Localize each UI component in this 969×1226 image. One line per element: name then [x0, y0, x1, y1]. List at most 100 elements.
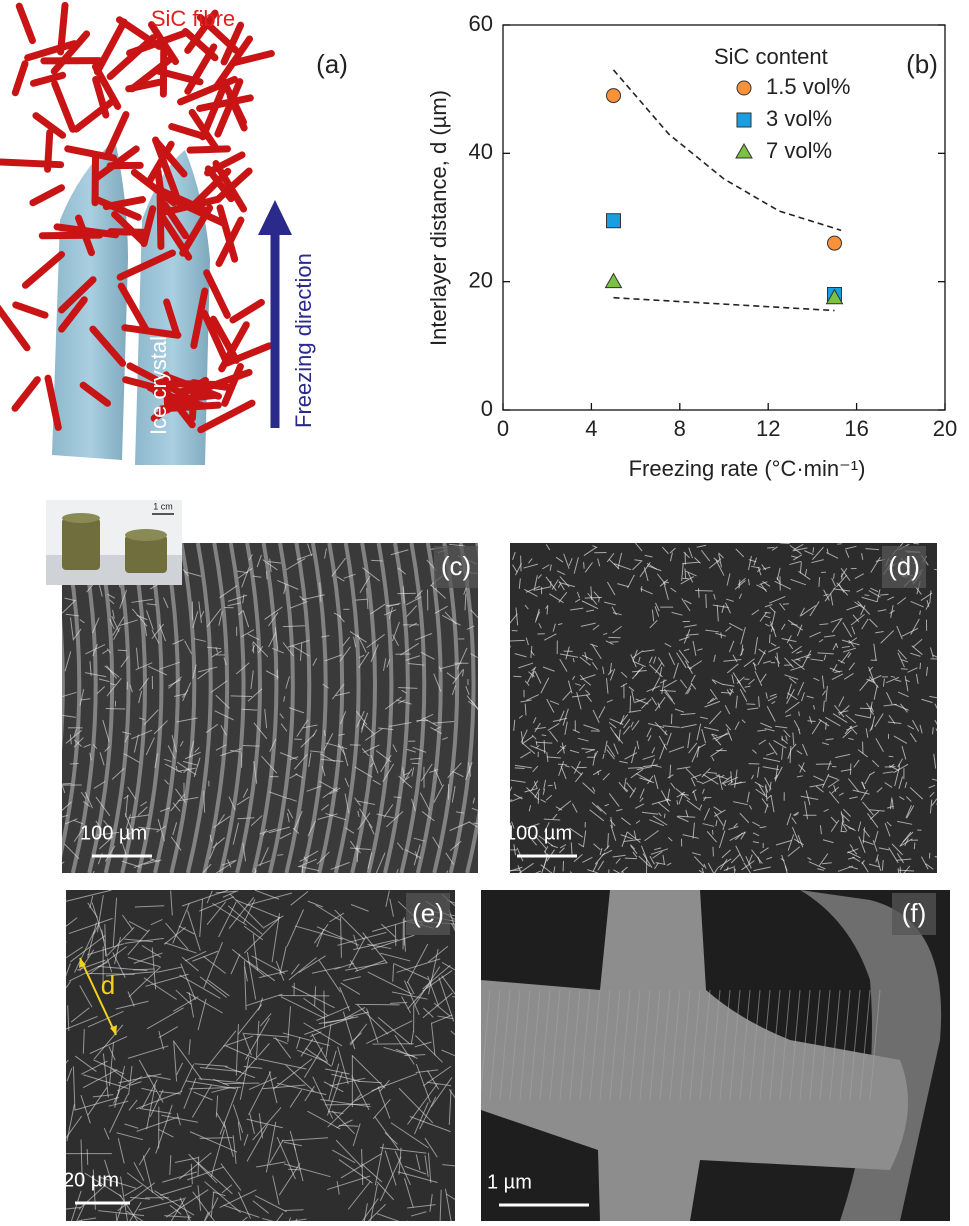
fibre-texture [780, 543, 790, 544]
sic-rod [33, 75, 62, 83]
panel-a: SiC fibre (a) Ice crystal Freezing direc… [0, 5, 348, 465]
legend-label: 7 vol% [766, 138, 832, 163]
sic-rod [0, 306, 27, 348]
distance-label: d [101, 970, 115, 1000]
legend-marker [737, 81, 751, 95]
fibre-texture [819, 577, 820, 587]
fibre-texture [325, 1104, 370, 1105]
fibre-texture [630, 696, 631, 712]
fibre-texture [243, 746, 260, 747]
fibre-texture [931, 659, 946, 660]
fibre-texture [542, 735, 546, 736]
fibre-texture [664, 814, 665, 818]
fibre-texture [508, 640, 524, 641]
fibre-texture [454, 974, 472, 979]
legend-marker [736, 144, 752, 158]
sic-rod [33, 188, 62, 203]
fibre-texture [698, 588, 699, 598]
fibre-texture [901, 669, 908, 670]
direction-label: Freezing direction [291, 253, 316, 428]
sic-rod [190, 149, 227, 150]
fibre-texture [87, 1149, 88, 1165]
y-tick-label: 40 [469, 139, 493, 164]
sic-rod [108, 115, 126, 154]
fibre-texture [405, 938, 406, 951]
micrograph-f [480, 890, 950, 1221]
fibre-label: SiC fibre [151, 6, 235, 31]
sample-top [62, 513, 100, 523]
fibre-texture [324, 991, 325, 1028]
x-tick-label: 0 [497, 416, 509, 441]
scale-bar-label: 20 µm [63, 1169, 119, 1191]
fibre-texture [515, 768, 525, 769]
sic-rod [42, 235, 99, 236]
fibre-texture [671, 714, 672, 724]
fibre-texture [914, 843, 915, 850]
scale-bar-label: 100 µm [80, 822, 147, 844]
panel-b: (b) Freezing rate (°C·min⁻¹) Interlayer … [426, 11, 957, 481]
panel-label: (c) [441, 551, 471, 581]
sic-rod [19, 6, 32, 40]
fibre-texture [889, 756, 894, 757]
fibre-texture [266, 571, 267, 579]
legend-label: 1.5 vol% [766, 74, 850, 99]
scale-bar-label: 1 µm [487, 1171, 532, 1193]
fibre-texture [584, 562, 585, 569]
fibre-texture [920, 663, 921, 669]
fibre-texture [70, 763, 79, 764]
scale-bar-label: 100 µm [505, 822, 572, 844]
fibre-texture [548, 785, 553, 786]
fibre-texture [625, 858, 637, 859]
x-tick-label: 12 [756, 416, 780, 441]
fibre-texture [685, 568, 686, 578]
trend-line [614, 298, 835, 311]
x-axis-label: Freezing rate (°C·min⁻¹) [629, 456, 866, 481]
sic-rod [16, 305, 45, 315]
sic-rod [172, 127, 202, 136]
sic-rod [25, 255, 61, 286]
fibre-texture [223, 1083, 260, 1084]
panel-label: (b) [906, 49, 938, 79]
sic-rod [200, 98, 251, 109]
x-tick-label: 20 [933, 416, 957, 441]
scale-bar-label: 1 cm [153, 501, 173, 511]
y-tick-label: 0 [481, 396, 493, 421]
legend-marker [737, 113, 751, 127]
fibre-texture [547, 606, 548, 614]
fibre-texture [599, 598, 600, 602]
sic-rod [48, 133, 50, 170]
fibre-texture [288, 1169, 300, 1170]
sic-rod [55, 84, 73, 129]
fibre-texture [277, 855, 283, 856]
inset-photo: 1 cm [46, 500, 182, 585]
lamella [40, 543, 63, 873]
fibre-texture [936, 804, 945, 809]
sic-rod [1, 162, 61, 165]
point [607, 214, 621, 228]
legend-label: 3 vol% [766, 106, 832, 131]
plot-frame [503, 25, 945, 410]
sample-top [125, 529, 167, 541]
sic-rod [129, 82, 161, 89]
fibre-texture [106, 709, 125, 710]
fibre-texture [231, 696, 252, 697]
fibre-texture [118, 650, 127, 651]
panel-label: (f) [902, 898, 927, 928]
point [606, 274, 622, 288]
sic-rod [182, 395, 216, 399]
lamella [484, 543, 507, 873]
x-tick-label: 8 [674, 416, 686, 441]
fibre-texture [864, 595, 869, 596]
fibre-texture [706, 594, 707, 608]
legend-title: SiC content [714, 44, 828, 69]
crystal-label: Ice crystal [146, 336, 171, 435]
sic-rod [15, 380, 37, 409]
sic-rod [233, 302, 262, 320]
panel-label: (e) [412, 898, 444, 928]
sample [62, 518, 100, 570]
direction-arrowhead [258, 200, 292, 235]
panel-label: (a) [316, 49, 348, 79]
fibre-texture [36, 1060, 68, 1100]
point [828, 236, 842, 250]
